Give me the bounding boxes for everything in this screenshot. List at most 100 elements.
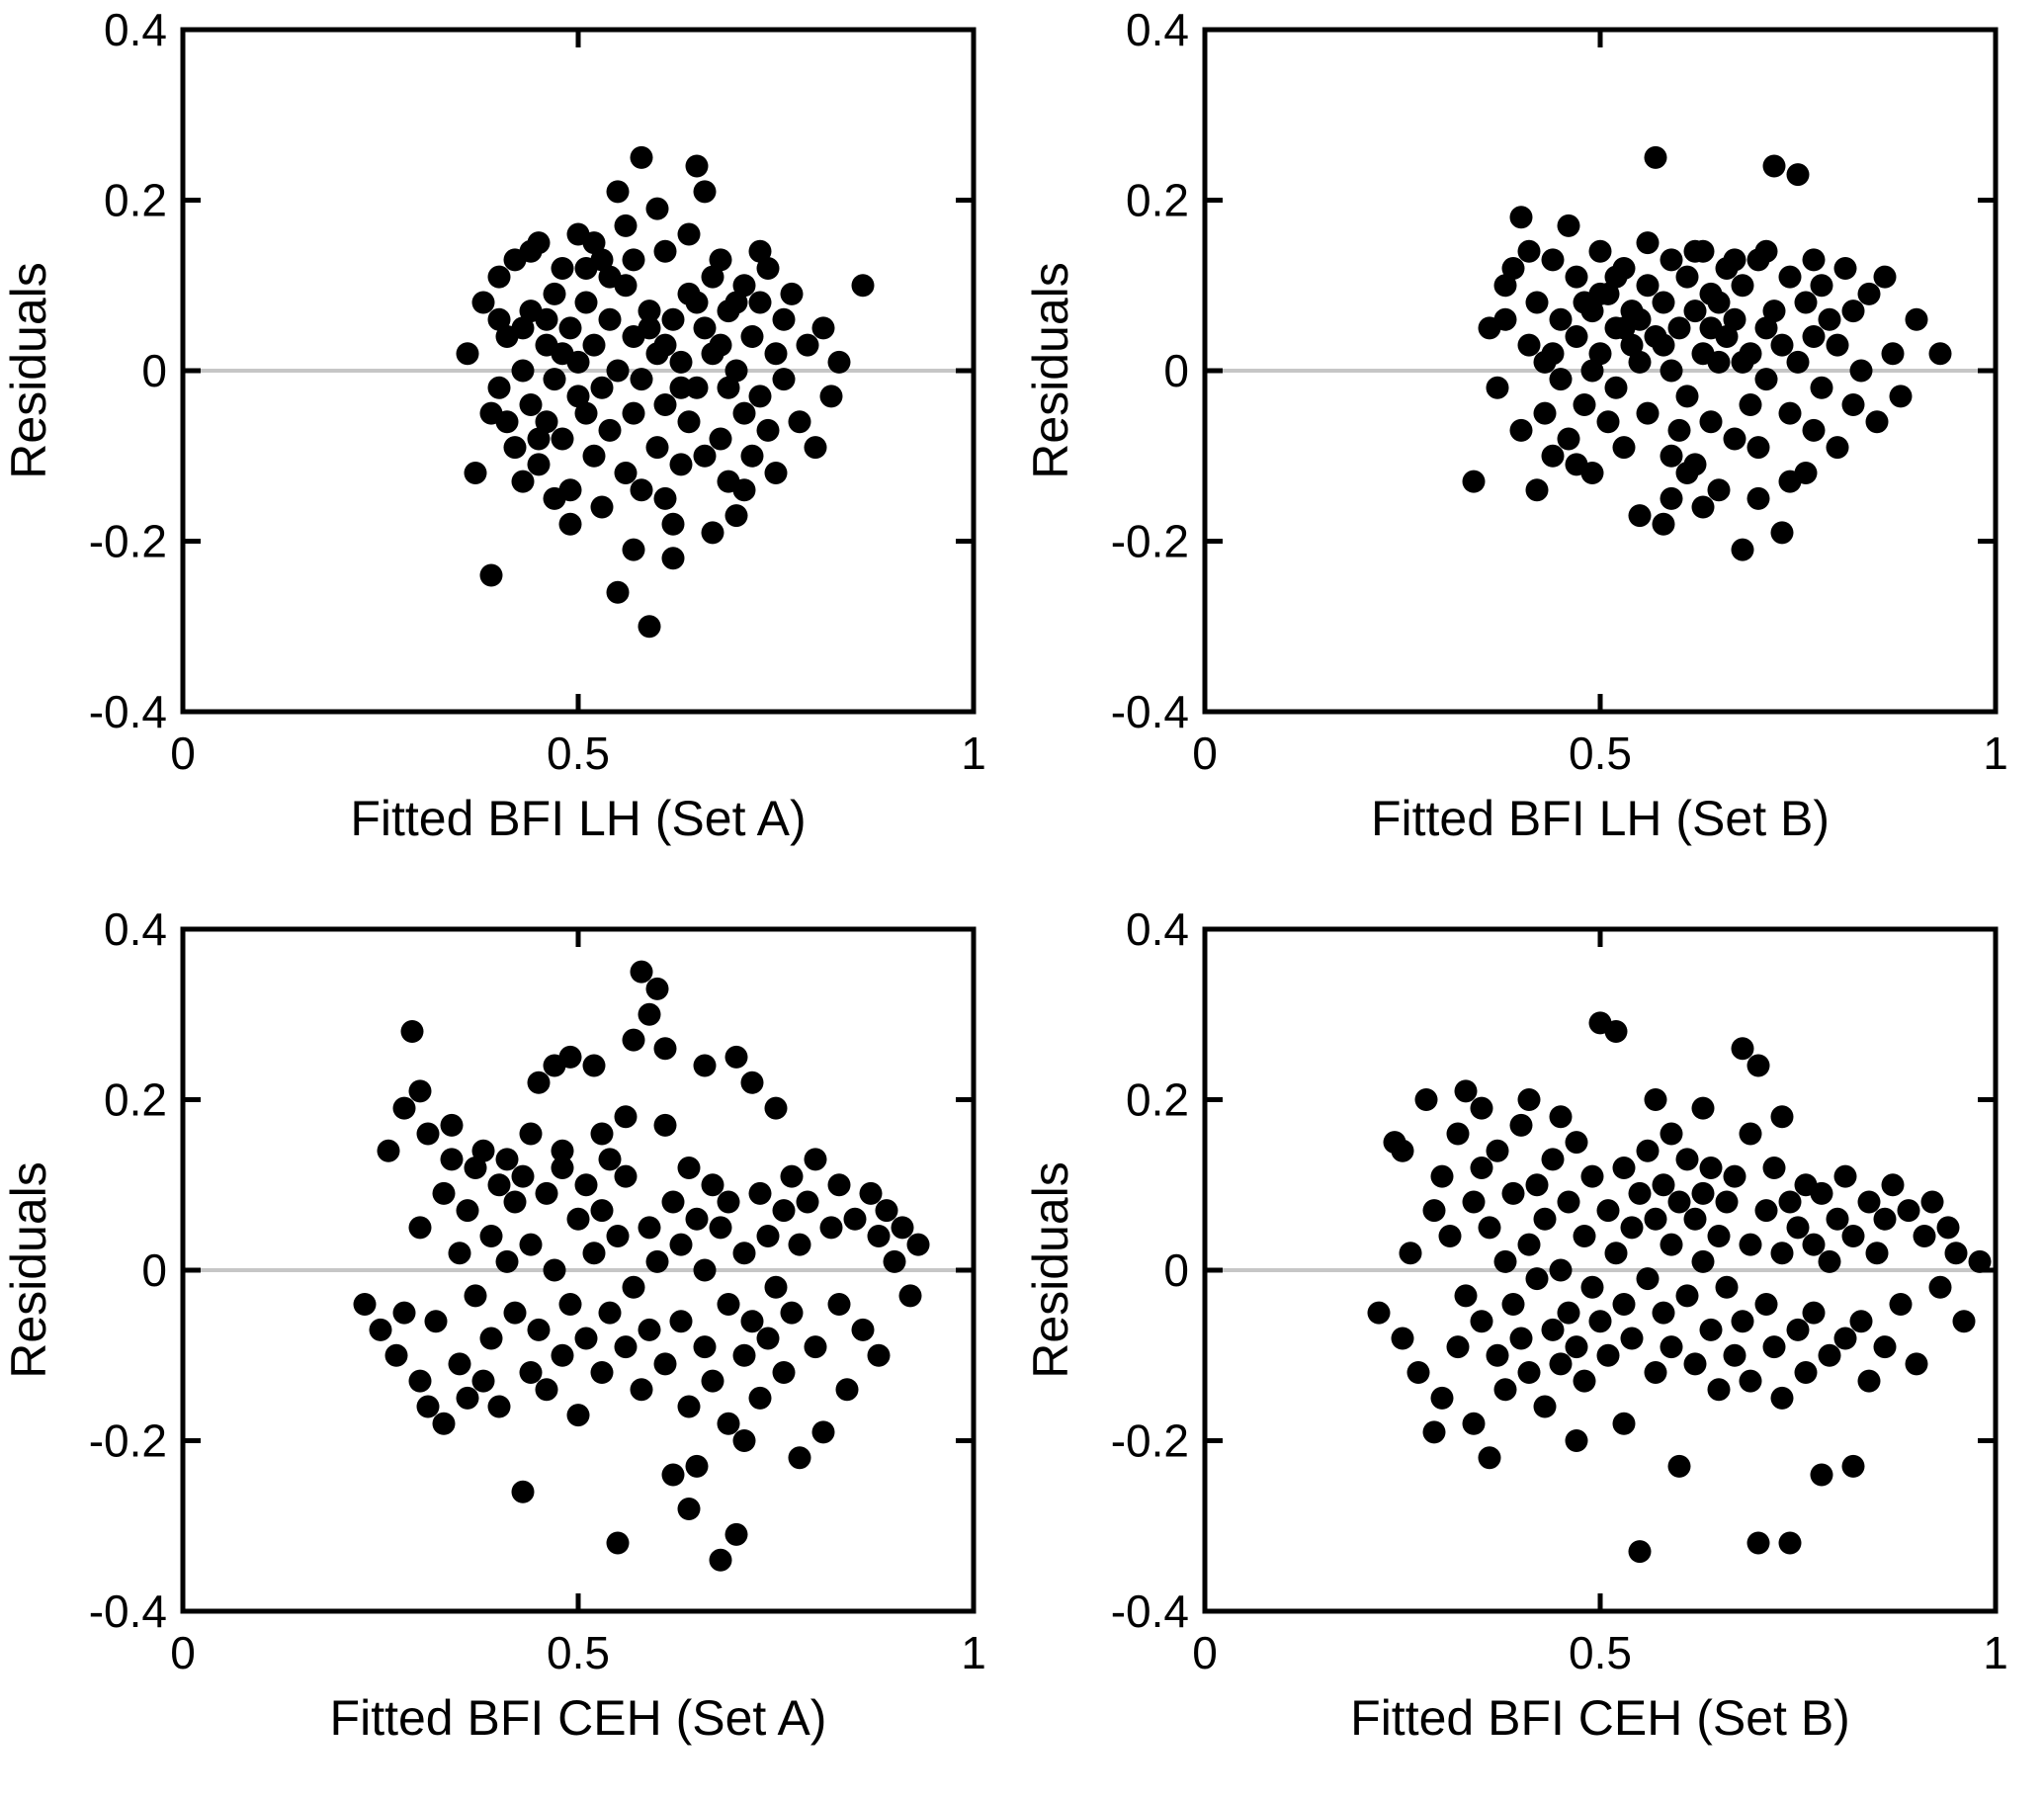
data-point bbox=[1525, 1173, 1549, 1197]
data-point bbox=[1691, 1096, 1715, 1120]
data-point bbox=[1588, 342, 1612, 366]
data-point bbox=[1652, 512, 1675, 536]
data-point bbox=[1541, 444, 1565, 468]
x-tick-label: 0.5 bbox=[1569, 1627, 1632, 1678]
data-point bbox=[1731, 1310, 1754, 1333]
data-point bbox=[748, 1181, 772, 1205]
data-point bbox=[551, 427, 574, 451]
data-point bbox=[1731, 1037, 1754, 1061]
data-point bbox=[551, 257, 574, 280]
data-point bbox=[1573, 1225, 1596, 1247]
data-point bbox=[772, 307, 796, 331]
data-point bbox=[1430, 1386, 1454, 1410]
data-point bbox=[582, 1242, 606, 1265]
data-point bbox=[867, 1343, 891, 1367]
data-point bbox=[1493, 1378, 1517, 1402]
data-point bbox=[1501, 1293, 1525, 1316]
data-point bbox=[574, 1327, 598, 1350]
data-point bbox=[408, 1216, 432, 1240]
data-point bbox=[1675, 265, 1699, 289]
scatter-points bbox=[353, 960, 930, 1572]
data-point bbox=[1873, 1207, 1897, 1231]
data-point bbox=[535, 1181, 558, 1205]
data-point bbox=[1715, 1275, 1739, 1299]
data-point bbox=[1399, 1242, 1422, 1265]
data-point bbox=[677, 410, 701, 434]
data-point bbox=[1517, 1233, 1541, 1256]
data-point bbox=[843, 1207, 867, 1231]
data-point bbox=[645, 1249, 669, 1273]
data-point bbox=[780, 1164, 804, 1188]
data-point bbox=[1833, 257, 1857, 280]
data-point bbox=[1707, 1225, 1731, 1247]
data-point bbox=[1739, 1369, 1762, 1393]
data-point bbox=[1588, 239, 1612, 263]
data-point bbox=[456, 1386, 479, 1410]
data-point bbox=[883, 1249, 906, 1273]
data-point bbox=[1660, 1122, 1683, 1146]
data-point bbox=[416, 1395, 440, 1418]
data-point bbox=[543, 486, 566, 510]
data-point bbox=[717, 1293, 740, 1316]
data-point bbox=[1470, 1310, 1493, 1333]
data-point bbox=[448, 1242, 471, 1265]
data-point bbox=[685, 154, 709, 178]
data-point bbox=[471, 1369, 495, 1393]
x-tick-label: 0 bbox=[170, 728, 196, 779]
scatter-plot-ceh-set-a: Fitted BFI CEH (Set A) Residuals 0 0.5 1 -0… bbox=[1, 903, 986, 1746]
scatter-points bbox=[1367, 1011, 1992, 1564]
data-point bbox=[891, 1216, 914, 1240]
data-point bbox=[598, 307, 622, 331]
data-point bbox=[1493, 1249, 1517, 1273]
data-point bbox=[487, 376, 511, 399]
data-point bbox=[606, 1531, 630, 1555]
data-point bbox=[1549, 1352, 1573, 1376]
data-point bbox=[1778, 265, 1802, 289]
data-point bbox=[1691, 1249, 1715, 1273]
y-tick-label: -0.4 bbox=[89, 1586, 167, 1637]
data-point bbox=[875, 1199, 898, 1223]
data-point bbox=[1462, 1190, 1486, 1214]
data-point bbox=[1620, 333, 1644, 357]
data-point bbox=[1525, 478, 1549, 502]
data-point bbox=[1841, 1454, 1865, 1478]
data-point bbox=[1660, 1233, 1683, 1256]
data-point bbox=[669, 453, 693, 476]
data-point bbox=[487, 265, 511, 289]
data-point bbox=[653, 333, 677, 357]
data-point bbox=[622, 1028, 645, 1052]
data-point bbox=[487, 1173, 511, 1197]
data-point bbox=[519, 1122, 543, 1146]
data-point bbox=[1391, 1327, 1414, 1350]
data-point bbox=[1739, 1122, 1762, 1146]
data-point bbox=[464, 1284, 487, 1308]
data-point bbox=[717, 376, 740, 399]
data-point bbox=[851, 274, 875, 298]
data-point bbox=[653, 1113, 677, 1137]
data-point bbox=[1928, 1275, 1952, 1299]
x-axis-label: Fitted BFI LH (Set A) bbox=[350, 791, 806, 846]
data-point bbox=[606, 359, 630, 383]
data-point bbox=[614, 1164, 638, 1188]
data-point bbox=[1636, 1139, 1660, 1162]
data-point bbox=[693, 180, 717, 204]
data-point bbox=[772, 1361, 796, 1384]
data-point bbox=[780, 282, 804, 305]
data-point bbox=[645, 197, 669, 220]
scatter-plot-lh-set-b: Fitted BFI LH (Set B) Residuals 0 0.5 1 -0.… bbox=[1023, 4, 2008, 846]
data-point bbox=[503, 436, 527, 460]
data-point bbox=[867, 1225, 891, 1247]
y-tick-label: 0.2 bbox=[1126, 175, 1189, 226]
y-tick-label: 0.2 bbox=[104, 175, 167, 226]
data-point bbox=[669, 350, 693, 374]
data-point bbox=[1660, 486, 1683, 510]
data-point bbox=[701, 1173, 724, 1197]
data-point bbox=[1778, 401, 1802, 425]
data-point bbox=[1557, 1190, 1580, 1214]
data-point bbox=[859, 1181, 883, 1205]
data-point bbox=[1612, 1157, 1636, 1179]
data-point bbox=[535, 307, 558, 331]
data-point bbox=[1731, 538, 1754, 561]
data-point bbox=[1446, 1122, 1470, 1146]
data-point bbox=[1565, 1335, 1588, 1359]
